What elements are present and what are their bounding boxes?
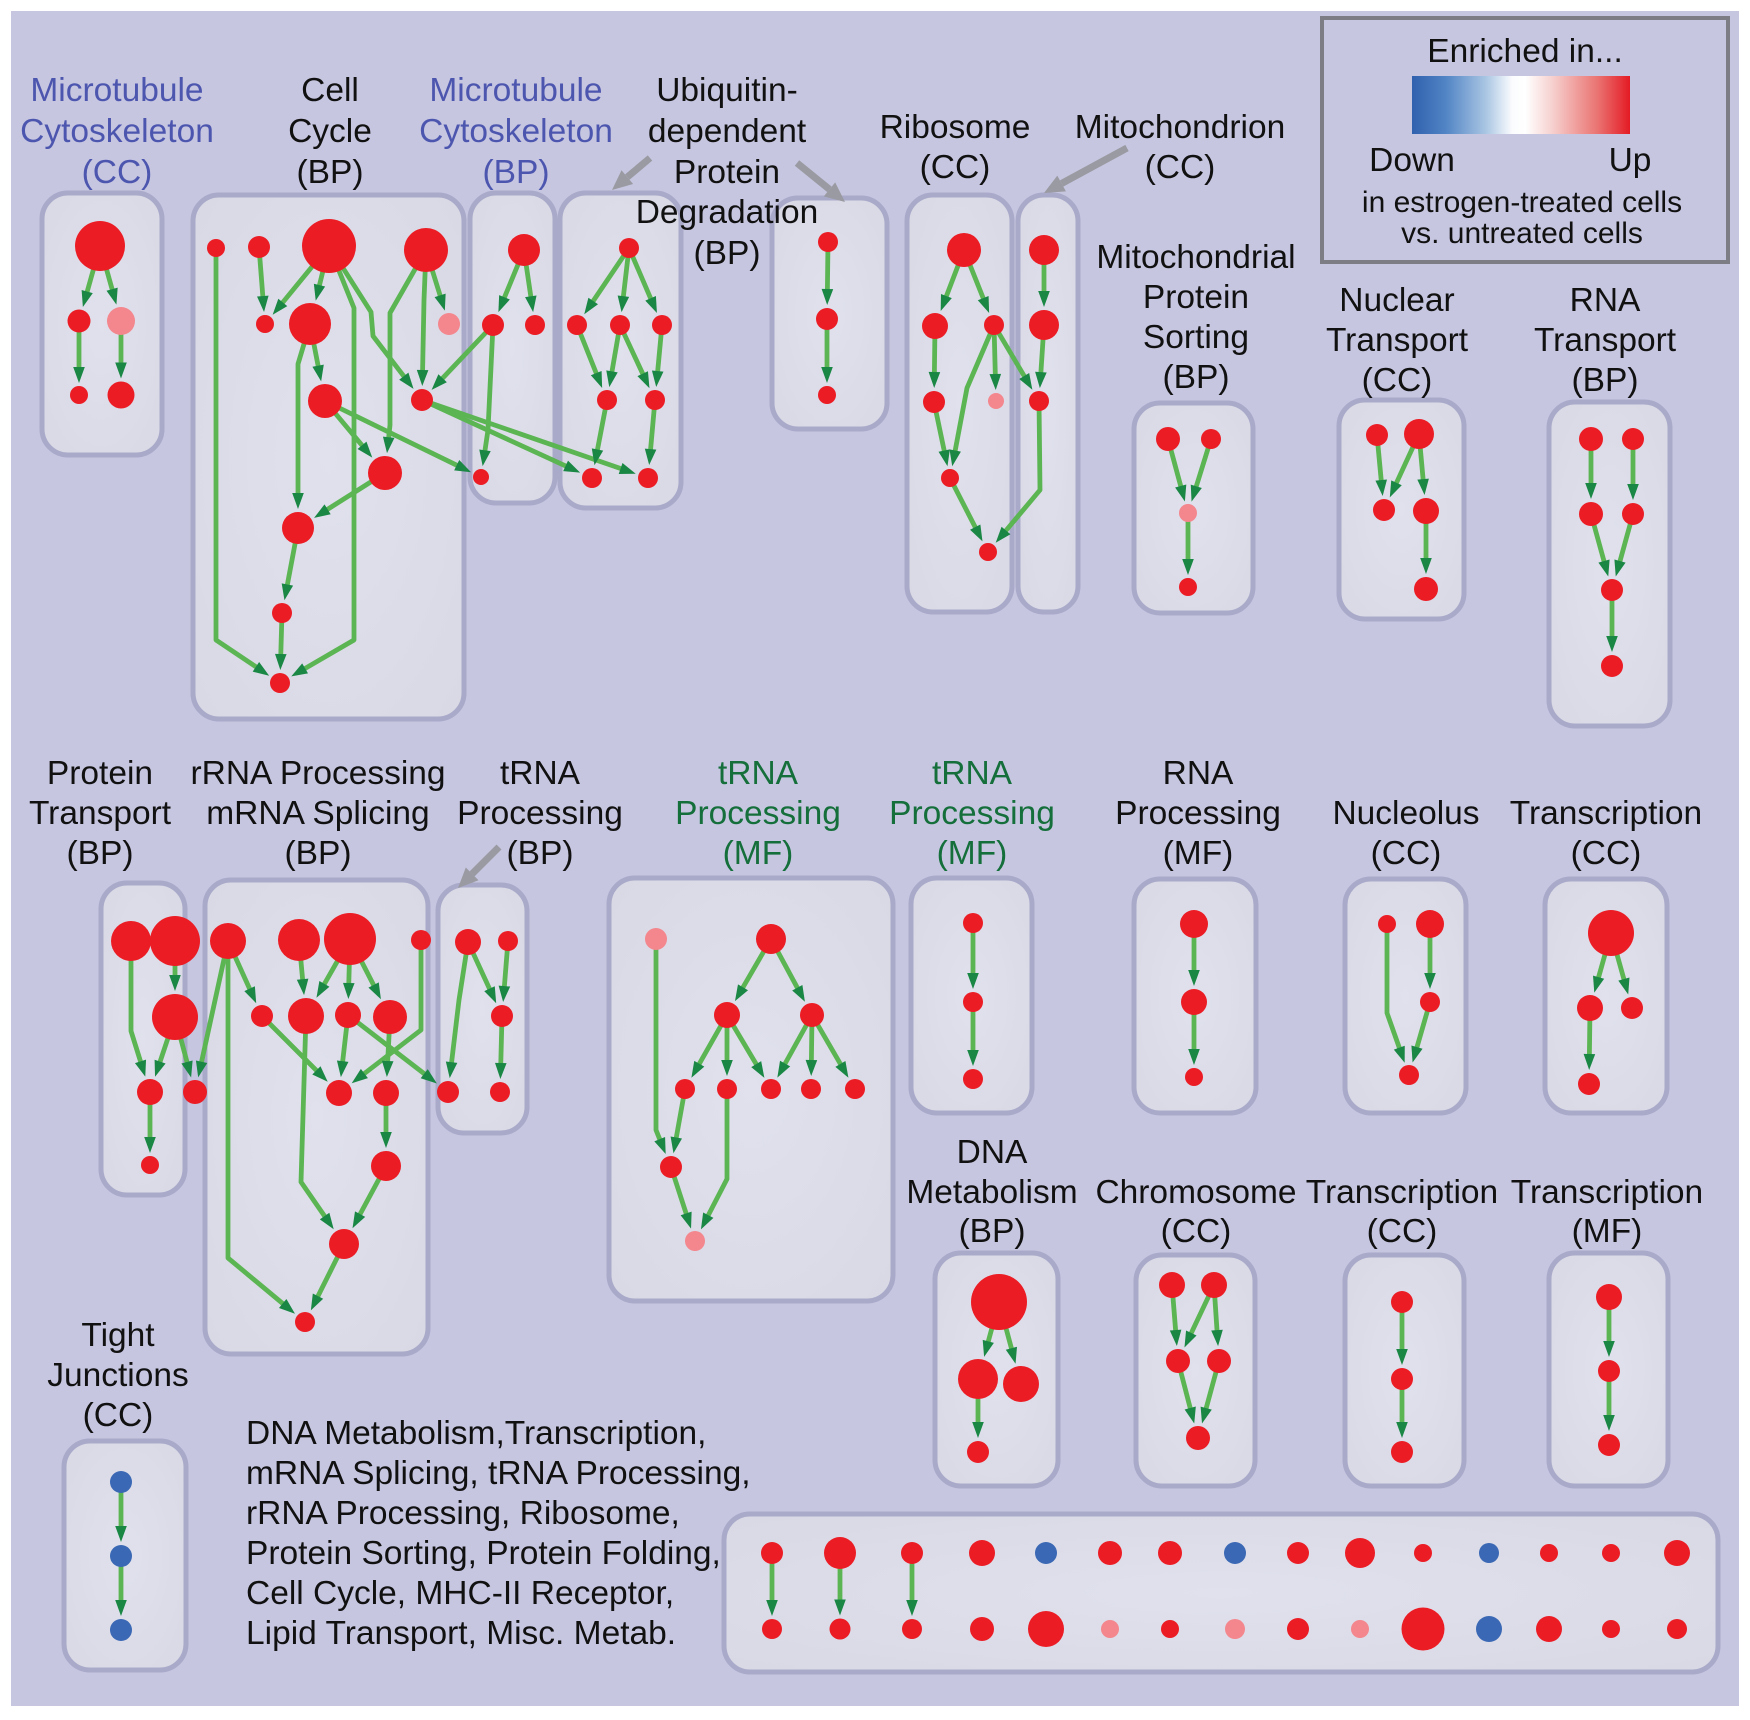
svg-text:(BP): (BP) — [694, 235, 761, 272]
svg-text:Ubiquitin-: Ubiquitin- — [656, 72, 798, 109]
svg-text:Mitochondrion: Mitochondrion — [1075, 109, 1285, 146]
svg-text:Microtubule: Microtubule — [429, 72, 602, 109]
svg-text:(CC): (CC) — [1367, 1213, 1438, 1250]
svg-text:(MF): (MF) — [1163, 835, 1234, 872]
svg-text:Transport: Transport — [1326, 322, 1469, 359]
svg-text:Lipid Transport, Misc. Metab.: Lipid Transport, Misc. Metab. — [246, 1615, 676, 1652]
svg-text:dependent: dependent — [648, 113, 807, 150]
svg-text:(CC): (CC) — [1371, 835, 1442, 872]
svg-text:Transcription: Transcription — [1306, 1174, 1498, 1211]
svg-text:Degradation: Degradation — [636, 194, 819, 231]
svg-text:tRNA: tRNA — [932, 755, 1013, 792]
svg-text:Protein: Protein — [47, 755, 153, 792]
svg-text:Ribosome: Ribosome — [880, 109, 1031, 146]
svg-text:Protein: Protein — [674, 154, 780, 191]
svg-text:Processing: Processing — [675, 795, 841, 832]
svg-text:(BP): (BP) — [67, 835, 134, 872]
svg-text:rRNA Processing, Ribosome,: rRNA Processing, Ribosome, — [246, 1495, 680, 1532]
svg-text:in estrogen-treated cells: in estrogen-treated cells — [1362, 186, 1682, 219]
svg-text:Up: Up — [1609, 142, 1652, 179]
svg-text:(BP): (BP) — [507, 835, 574, 872]
svg-text:(BP): (BP) — [1572, 362, 1639, 399]
svg-text:Down: Down — [1369, 142, 1455, 179]
svg-text:(CC): (CC) — [1161, 1213, 1232, 1250]
svg-text:(MF): (MF) — [723, 835, 794, 872]
svg-text:(BP): (BP) — [297, 154, 364, 191]
svg-text:Protein Sorting, Protein Foldi: Protein Sorting, Protein Folding, — [246, 1535, 721, 1572]
svg-text:Mitochondrial: Mitochondrial — [1096, 239, 1295, 276]
svg-text:Cycle: Cycle — [288, 113, 372, 150]
svg-text:(BP): (BP) — [959, 1213, 1026, 1250]
svg-text:(CC): (CC) — [83, 1397, 154, 1434]
svg-text:Microtubule: Microtubule — [30, 72, 203, 109]
svg-text:Transcription: Transcription — [1510, 795, 1702, 832]
svg-text:RNA: RNA — [1570, 282, 1641, 319]
svg-text:Cytoskeleton: Cytoskeleton — [20, 113, 214, 150]
svg-text:(CC): (CC) — [920, 149, 991, 186]
svg-text:Processing: Processing — [457, 795, 623, 832]
svg-text:DNA: DNA — [957, 1134, 1028, 1171]
svg-text:DNA Metabolism,Transcription,: DNA Metabolism,Transcription, — [246, 1415, 706, 1452]
svg-text:Protein: Protein — [1143, 279, 1249, 316]
svg-text:(BP): (BP) — [285, 835, 352, 872]
svg-text:Nuclear: Nuclear — [1339, 282, 1454, 319]
svg-text:vs. untreated cells: vs. untreated cells — [1401, 217, 1643, 250]
svg-text:Cell Cycle, MHC-II Receptor,: Cell Cycle, MHC-II Receptor, — [246, 1575, 674, 1612]
svg-text:Chromosome: Chromosome — [1095, 1174, 1296, 1211]
svg-text:(BP): (BP) — [483, 154, 550, 191]
svg-text:Transcription: Transcription — [1511, 1174, 1703, 1211]
svg-text:Transport: Transport — [1534, 322, 1677, 359]
svg-text:Sorting: Sorting — [1143, 319, 1249, 356]
svg-text:(BP): (BP) — [1163, 359, 1230, 396]
svg-text:Nucleolus: Nucleolus — [1332, 795, 1479, 832]
svg-text:Cell: Cell — [301, 72, 359, 109]
svg-text:RNA: RNA — [1163, 755, 1234, 792]
svg-text:mRNA Splicing: mRNA Splicing — [206, 795, 429, 832]
svg-text:(CC): (CC) — [1362, 362, 1433, 399]
svg-text:Metabolism: Metabolism — [906, 1174, 1077, 1211]
svg-text:(MF): (MF) — [937, 835, 1008, 872]
svg-text:Processing: Processing — [889, 795, 1055, 832]
svg-text:tRNA: tRNA — [718, 755, 799, 792]
svg-text:Enriched in...: Enriched in... — [1427, 33, 1623, 70]
svg-text:Cytoskeleton: Cytoskeleton — [419, 113, 613, 150]
svg-text:(CC): (CC) — [1145, 149, 1216, 186]
svg-text:Processing: Processing — [1115, 795, 1281, 832]
svg-text:Tight: Tight — [81, 1317, 155, 1354]
svg-text:Junctions: Junctions — [47, 1357, 189, 1394]
svg-text:(MF): (MF) — [1572, 1213, 1643, 1250]
svg-text:rRNA Processing: rRNA Processing — [190, 755, 445, 792]
svg-text:(CC): (CC) — [82, 154, 153, 191]
svg-text:Transport: Transport — [29, 795, 172, 832]
svg-text:tRNA: tRNA — [500, 755, 581, 792]
svg-text:mRNA Splicing, tRNA Processing: mRNA Splicing, tRNA Processing, — [246, 1455, 751, 1492]
svg-text:(CC): (CC) — [1571, 835, 1642, 872]
